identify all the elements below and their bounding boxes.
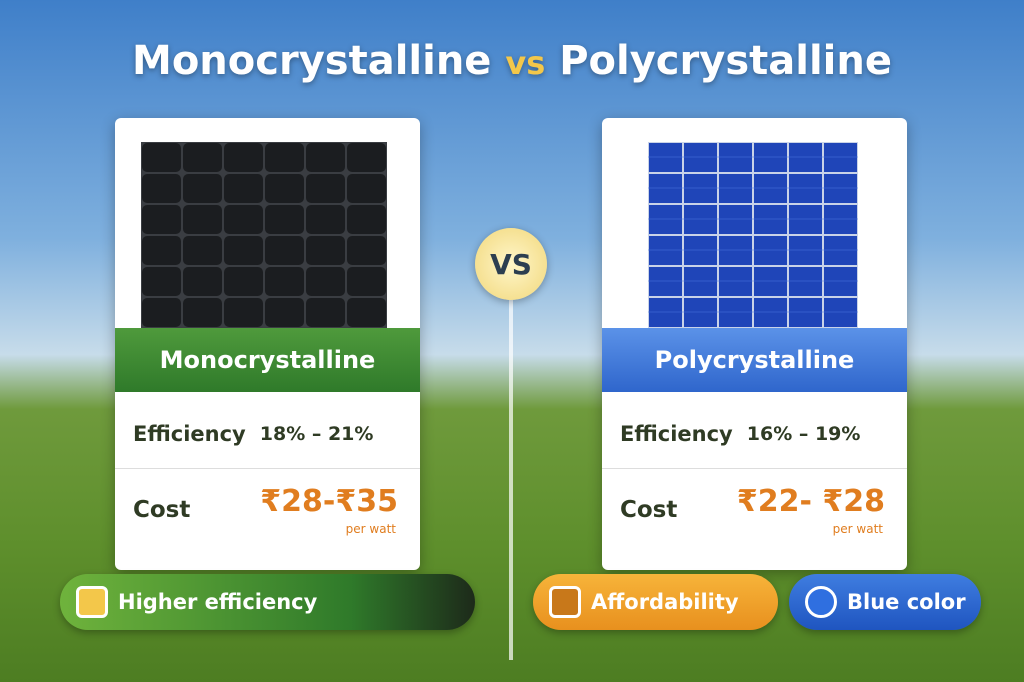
label: Cost (620, 497, 678, 523)
badge-text: Higher efficiency (118, 590, 318, 614)
poly-panel (648, 142, 858, 328)
unit: per watt (345, 522, 396, 536)
badge-text: Blue color (847, 590, 966, 614)
value: 18% – 21% (259, 423, 374, 445)
value: ₹28-₹35 (260, 484, 398, 519)
card-label: Polycrystalline (602, 328, 907, 392)
check-icon (805, 586, 837, 618)
title: Monocrystalline vs Polycrystalline (0, 38, 1024, 84)
value: 16% – 19% (746, 423, 861, 445)
title-part: Polycrystalline (559, 38, 892, 84)
label: Efficiency (133, 422, 246, 446)
efficiency-row: Efficiency 16% – 19% (602, 400, 907, 469)
vs-badge: VS (475, 228, 547, 300)
badge: Blue color (789, 574, 981, 630)
unit: per watt (832, 522, 883, 536)
card: Monocrystalline Efficiency 18% – 21% Cost… (115, 118, 420, 570)
icon (549, 586, 581, 618)
check-icon (76, 586, 108, 618)
cost-row: Cost ₹28-₹35 per watt (115, 470, 420, 550)
card: Polycrystalline Efficiency 16% – 19% Cost… (602, 118, 907, 570)
title-vs: vs (505, 44, 546, 82)
badge-text: Affordability (591, 590, 739, 614)
divider (509, 300, 513, 660)
cost-row: Cost ₹22- ₹28 per watt (602, 470, 907, 550)
efficiency-row: Efficiency 18% – 21% (115, 400, 420, 469)
badge: Higher efficiency (60, 574, 475, 630)
badge: Affordability (533, 574, 778, 630)
label: Efficiency (620, 422, 733, 446)
value: ₹22- ₹28 (736, 484, 885, 519)
title-part: Monocrystalline (132, 38, 492, 84)
mono-panel (141, 142, 387, 328)
card-label: Monocrystalline (115, 328, 420, 392)
label: Cost (133, 497, 191, 523)
